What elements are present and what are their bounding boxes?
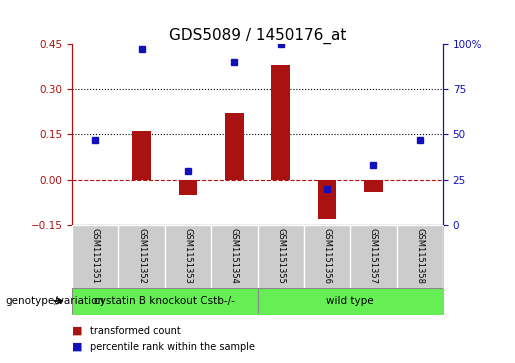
Bar: [132, 131, 151, 180]
Text: GSM1151352: GSM1151352: [137, 228, 146, 284]
Text: GSM1151351: GSM1151351: [91, 228, 100, 284]
Text: cystatin B knockout Cstb-/-: cystatin B knockout Cstb-/-: [94, 296, 235, 306]
Text: GSM1151353: GSM1151353: [183, 228, 193, 284]
Title: GDS5089 / 1450176_at: GDS5089 / 1450176_at: [169, 27, 346, 44]
Text: wild type: wild type: [327, 296, 374, 306]
Bar: [271, 65, 290, 180]
Text: GSM1151358: GSM1151358: [415, 228, 424, 284]
Text: ■: ■: [72, 326, 82, 336]
Bar: [364, 180, 383, 192]
Text: GSM1151357: GSM1151357: [369, 228, 378, 284]
Bar: [179, 180, 197, 195]
Text: GSM1151356: GSM1151356: [322, 228, 332, 284]
Text: genotype/variation: genotype/variation: [5, 296, 104, 306]
Text: GSM1151355: GSM1151355: [276, 228, 285, 284]
Text: ■: ■: [72, 342, 82, 352]
Text: transformed count: transformed count: [90, 326, 181, 336]
Bar: [225, 113, 244, 180]
Text: percentile rank within the sample: percentile rank within the sample: [90, 342, 255, 352]
Text: GSM1151354: GSM1151354: [230, 228, 239, 284]
Bar: [318, 180, 336, 219]
